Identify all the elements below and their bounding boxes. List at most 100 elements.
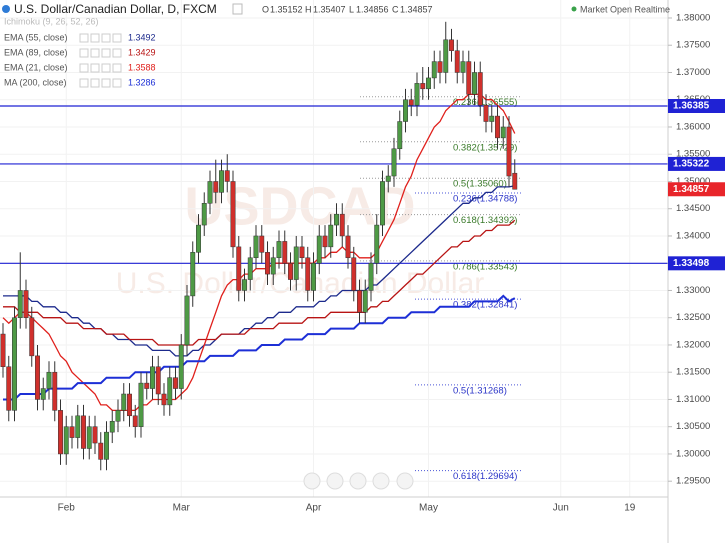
ohlc-key: C <box>392 4 399 14</box>
reset-button[interactable] <box>349 472 367 490</box>
candle-body <box>483 104 489 122</box>
candle-body <box>167 377 173 406</box>
indicator-button[interactable] <box>101 33 111 43</box>
candle-body <box>104 431 109 460</box>
x-tick-label: May <box>419 503 438 514</box>
indicator-line <box>3 185 515 357</box>
x-tick-label: Jun <box>553 503 569 514</box>
candle-body <box>0 333 6 368</box>
candle-body <box>98 442 104 460</box>
indicator-button[interactable] <box>79 78 89 88</box>
candle-body <box>161 393 167 406</box>
fib-label: 0.618(1.34392) <box>453 215 517 226</box>
candle-body <box>213 181 219 193</box>
header: U.S. Dollar/Canadian Dollar, D, FXCM O 1… <box>2 2 670 26</box>
candle-body <box>178 344 184 389</box>
candle-body <box>299 246 305 259</box>
candle-body <box>426 77 431 90</box>
candle-body <box>121 393 127 411</box>
zoom-out-button[interactable] <box>326 472 344 490</box>
fib-label: 0.786(1.33543) <box>453 261 517 272</box>
ohlc-value: 1.34856 <box>356 4 389 14</box>
candle-body <box>322 235 328 248</box>
candle-body <box>12 317 17 411</box>
indicator-button[interactable] <box>101 63 111 73</box>
indicator-value: 1.3492 <box>128 32 156 42</box>
candle-body <box>397 121 403 150</box>
indicator-value: 1.3429 <box>128 47 156 57</box>
candle-body <box>391 148 397 177</box>
candle-body <box>339 213 345 237</box>
indicator-button[interactable] <box>101 78 111 88</box>
candle-body <box>230 181 236 248</box>
candle-body <box>115 410 121 422</box>
indicator-button[interactable] <box>90 63 100 73</box>
indicator-line <box>3 294 516 401</box>
candle-body <box>224 170 230 182</box>
candle-body <box>86 426 92 449</box>
candle-body <box>316 235 322 264</box>
candle-body <box>52 371 58 411</box>
candle-body <box>127 393 132 417</box>
indicator-value: 1.3588 <box>128 62 156 72</box>
fib-label: 0.236(1.34788) <box>453 194 517 205</box>
fib-label: 0.5(1.35060) <box>453 179 507 190</box>
y-tick-label: 1.36000 <box>676 121 710 132</box>
y-tick-label: 1.32500 <box>676 312 710 323</box>
indicator-name: MA (200, close) <box>4 77 67 87</box>
ohlc-key: H <box>305 4 312 14</box>
price-tag <box>668 256 725 271</box>
scroll-left-button[interactable] <box>303 472 321 490</box>
candle-body <box>6 366 12 411</box>
candle-body <box>144 382 150 389</box>
candle-body <box>420 83 426 90</box>
candle-body <box>357 290 362 313</box>
candle-body <box>460 61 466 73</box>
candle-body <box>259 235 265 253</box>
candle-body <box>328 224 334 248</box>
indicator-button[interactable] <box>90 33 100 43</box>
y-tick-label: 1.38000 <box>676 12 710 23</box>
candle-body <box>276 241 282 259</box>
fib-label: 0.382(1.35729) <box>453 142 517 153</box>
candle-body <box>109 421 115 433</box>
y-tick-label: 1.35000 <box>676 176 710 187</box>
zoom-in-button[interactable] <box>372 472 390 490</box>
candle-body <box>184 295 190 346</box>
candle-body <box>362 290 368 313</box>
candle-body <box>132 415 138 427</box>
candle-body <box>173 377 178 389</box>
candle-body <box>219 170 224 193</box>
indicator-button[interactable] <box>79 33 89 43</box>
candle-body <box>368 262 374 291</box>
x-tick-label: Apr <box>306 503 322 514</box>
candle-body <box>437 61 443 73</box>
indicator-button[interactable] <box>112 33 122 43</box>
x-tick-label: Feb <box>58 503 76 514</box>
indicator-button[interactable] <box>79 63 89 73</box>
indicator-button[interactable] <box>90 78 100 88</box>
candle-body <box>270 257 276 275</box>
watermark-name: U.S. Dollar/Canadian Dollar <box>116 267 485 300</box>
candle-body <box>293 246 299 280</box>
market-status: Market Open Realtime <box>580 4 670 14</box>
candle-body <box>408 99 414 106</box>
scroll-right-button[interactable] <box>396 472 414 490</box>
candle-body <box>334 213 339 226</box>
indicator-button[interactable] <box>112 48 122 58</box>
candle-body <box>351 257 357 291</box>
candle-body <box>380 181 385 226</box>
candle-body <box>454 50 460 73</box>
candle-body <box>201 203 207 226</box>
indicator-button[interactable] <box>101 48 111 58</box>
indicator-button[interactable] <box>112 78 122 88</box>
candle-body <box>150 366 155 389</box>
indicator-name: EMA (21, close) <box>4 62 68 72</box>
indicator-button[interactable] <box>112 63 122 73</box>
indicator-button[interactable] <box>90 48 100 58</box>
candle-body <box>477 72 483 106</box>
candle-body <box>35 355 40 400</box>
indicator-button[interactable] <box>79 48 89 58</box>
settings-icon[interactable] <box>232 3 243 15</box>
